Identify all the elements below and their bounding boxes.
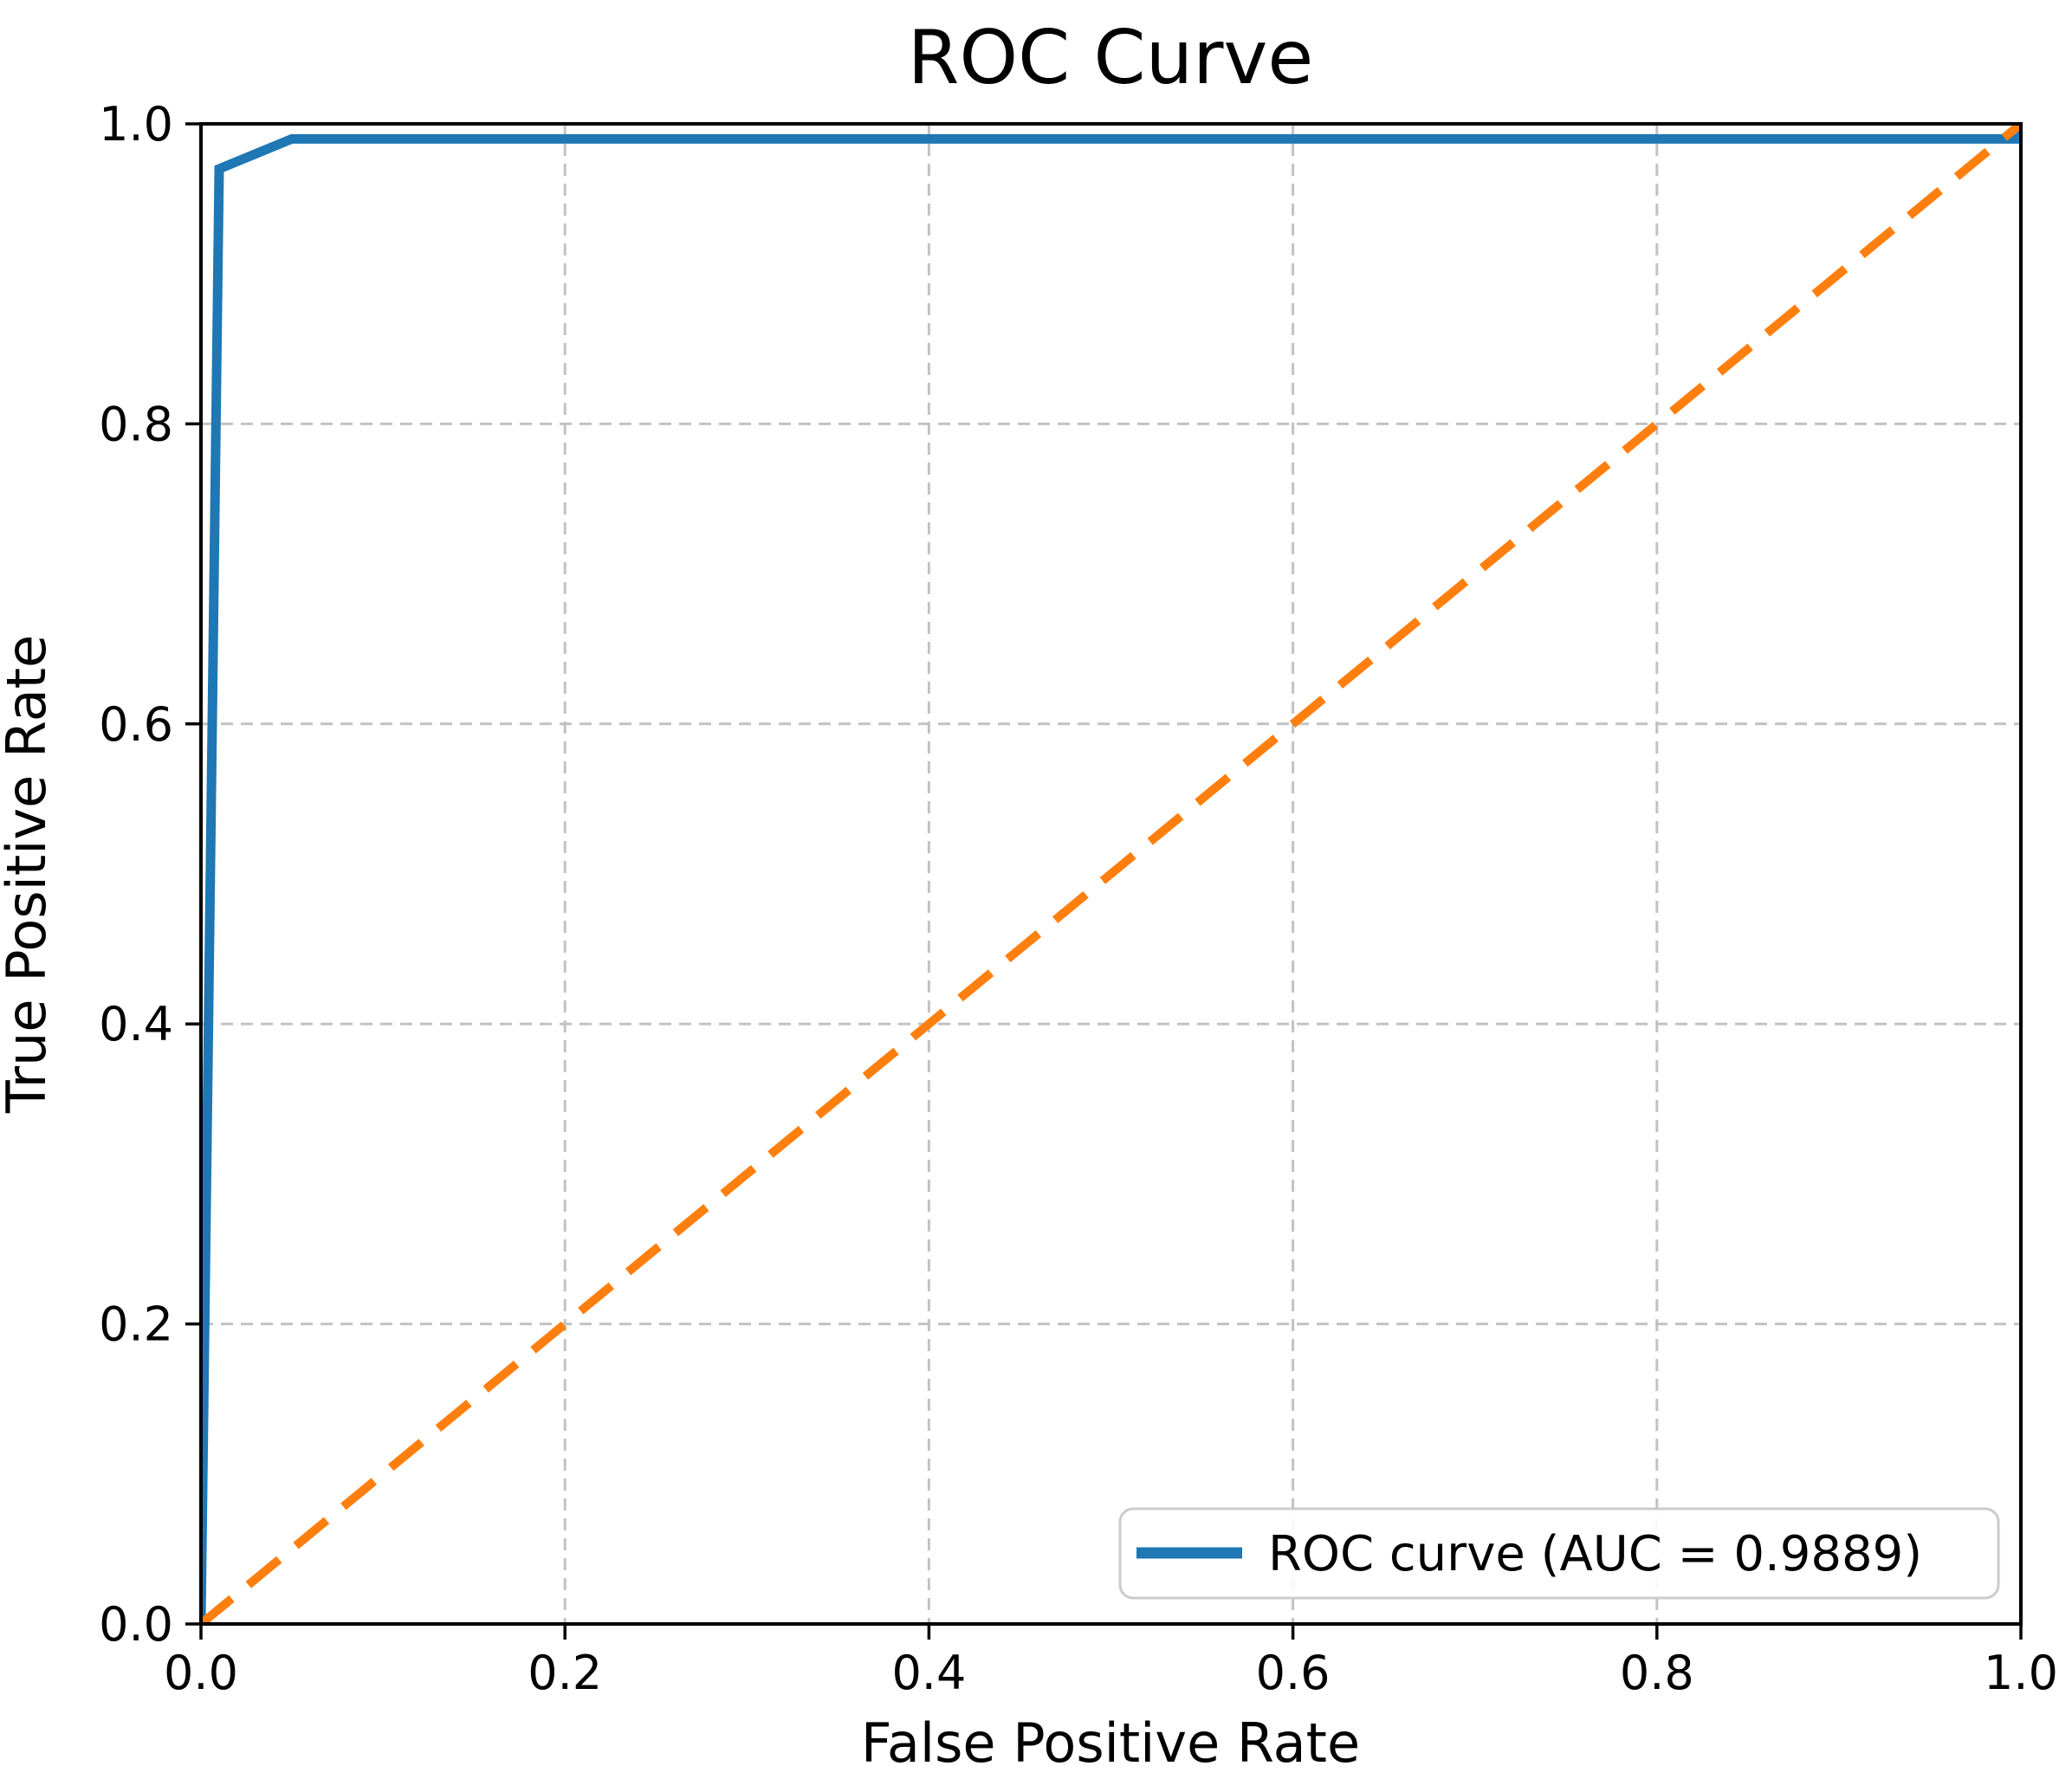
legend-box [1118,1507,2000,1600]
x-tick-label: 0.6 [1256,1646,1331,1700]
x-axis-label: False Positive Rate [861,1711,1360,1775]
x-tick-label: 0.2 [528,1646,602,1700]
reference-diagonal [201,124,2021,1624]
x-tick-label: 1.0 [1984,1646,2058,1700]
y-tick-label: 0.6 [99,697,173,752]
y-tick-label: 1.0 [99,97,173,152]
series-layer [201,124,2021,1624]
plot-border [199,122,2023,1626]
legend-label: ROC curve (AUC = 0.9889) [1268,1526,1922,1582]
y-tick-label: 0.2 [99,1297,173,1352]
x-tick-label: 0.4 [891,1646,966,1700]
legend: ROC curve (AUC = 0.9889) [1118,1507,2000,1600]
y-tick-label: 0.0 [99,1597,173,1652]
y-tick-label: 0.8 [99,397,173,451]
y-axis-label: True Positive Rate [0,635,58,1114]
y-tick-label: 0.4 [99,997,173,1051]
x-tick-label: 0.0 [164,1646,238,1700]
tick-layer: 0.0 0.2 0.4 0.6 0.8 1.0 0.0 0.2 0.4 0.6 0.8 1.0 [99,97,2058,1700]
x-tick-label: 0.8 [1620,1646,1694,1700]
chart-title: ROC Curve [908,15,1314,101]
roc-curve [201,124,2021,1624]
